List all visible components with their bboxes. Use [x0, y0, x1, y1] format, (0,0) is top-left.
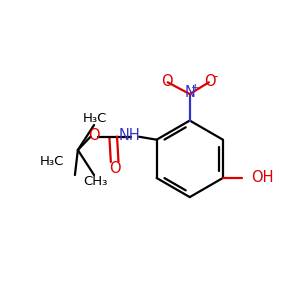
- Text: CH₃: CH₃: [83, 175, 107, 188]
- Text: O: O: [88, 128, 100, 143]
- Text: O: O: [161, 74, 172, 89]
- Text: H₃C: H₃C: [83, 112, 107, 125]
- Text: N: N: [184, 85, 195, 100]
- Text: +: +: [191, 82, 200, 93]
- Text: O: O: [109, 161, 121, 176]
- Text: OH: OH: [251, 170, 273, 185]
- Text: O: O: [204, 74, 215, 89]
- Text: H₃C: H₃C: [40, 155, 64, 168]
- Text: -: -: [214, 70, 218, 83]
- Text: NH: NH: [118, 128, 140, 143]
